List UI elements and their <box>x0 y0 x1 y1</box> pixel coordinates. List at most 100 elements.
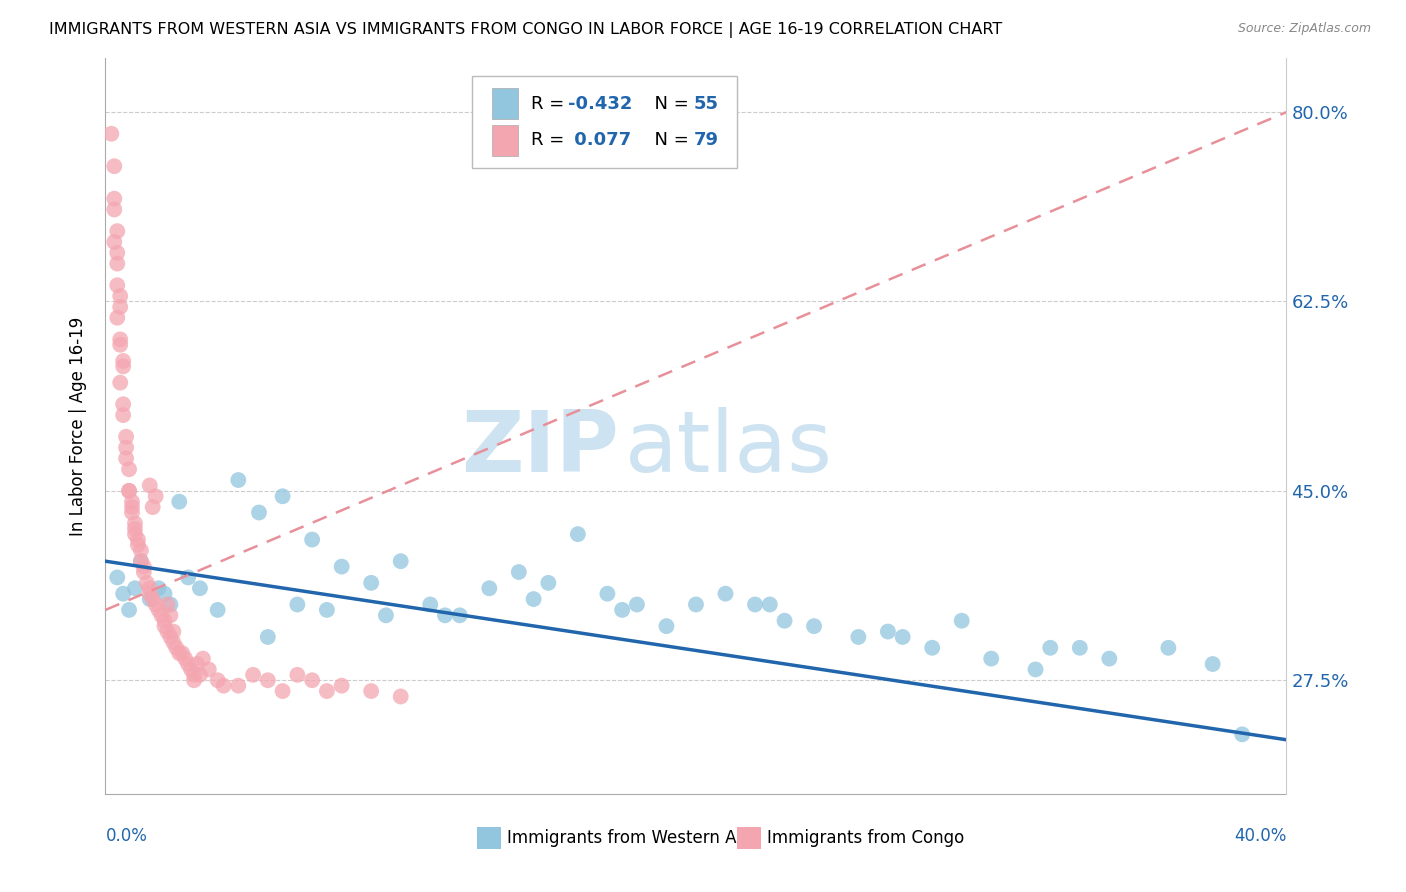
Point <box>145 598 167 612</box>
Point <box>773 614 796 628</box>
Point <box>374 608 398 623</box>
Point <box>110 338 132 352</box>
Point <box>112 587 135 601</box>
Point <box>110 289 132 303</box>
Point <box>165 640 187 655</box>
Point <box>124 522 146 536</box>
Point <box>105 278 128 293</box>
Point <box>846 630 869 644</box>
Point <box>242 668 264 682</box>
Point <box>287 598 309 612</box>
Bar <box>478 827 501 849</box>
Point <box>419 598 441 612</box>
Point <box>1069 640 1091 655</box>
Point <box>389 554 412 568</box>
Bar <box>737 827 761 849</box>
Point <box>271 684 294 698</box>
Point <box>1157 640 1180 655</box>
Point <box>105 310 128 325</box>
Text: N =: N = <box>643 131 695 149</box>
Point <box>228 473 250 487</box>
Point <box>159 598 181 612</box>
Point <box>191 651 214 665</box>
Point <box>172 646 194 660</box>
Point <box>174 651 197 665</box>
Text: R =: R = <box>530 131 569 149</box>
Point <box>478 581 501 595</box>
Point <box>330 679 353 693</box>
Point <box>112 359 135 374</box>
Point <box>567 527 589 541</box>
Point <box>360 684 382 698</box>
Point <box>247 506 270 520</box>
Y-axis label: In Labor Force | Age 16-19: In Labor Force | Age 16-19 <box>69 317 87 535</box>
Point <box>118 483 141 498</box>
Point <box>124 516 146 531</box>
Point <box>177 570 200 584</box>
Text: -0.432: -0.432 <box>568 95 633 112</box>
Point <box>744 598 766 612</box>
Point <box>118 483 141 498</box>
Point <box>315 603 337 617</box>
Point <box>153 619 176 633</box>
Point <box>121 500 143 514</box>
Point <box>129 554 152 568</box>
Point <box>135 575 157 590</box>
Text: 0.0%: 0.0% <box>105 827 148 845</box>
Point <box>156 598 179 612</box>
Point <box>537 575 560 590</box>
Point <box>714 587 737 601</box>
Point <box>169 646 191 660</box>
Point <box>148 581 170 595</box>
Text: 0.077: 0.077 <box>568 131 631 149</box>
Point <box>389 690 412 704</box>
Text: IMMIGRANTS FROM WESTERN ASIA VS IMMIGRANTS FROM CONGO IN LABOR FORCE | AGE 16-19: IMMIGRANTS FROM WESTERN ASIA VS IMMIGRAN… <box>49 22 1002 38</box>
Point <box>228 679 250 693</box>
Point <box>301 533 323 547</box>
Point <box>118 462 141 476</box>
Point <box>115 430 138 444</box>
Point <box>145 489 167 503</box>
Point <box>103 235 125 249</box>
Point <box>115 451 138 466</box>
Point <box>105 245 128 260</box>
Point <box>183 668 205 682</box>
Point <box>162 624 184 639</box>
Point <box>877 624 900 639</box>
Point <box>110 332 132 346</box>
Point <box>127 538 149 552</box>
Point <box>162 635 184 649</box>
Point <box>188 581 211 595</box>
Point <box>523 592 546 607</box>
Point <box>287 668 309 682</box>
Point <box>121 506 143 520</box>
Point <box>110 376 132 390</box>
Point <box>271 489 294 503</box>
Point <box>315 684 337 698</box>
Point <box>508 565 530 579</box>
Bar <box>492 125 517 156</box>
Point <box>612 603 634 617</box>
Point <box>156 624 179 639</box>
Point <box>138 478 162 492</box>
Point <box>153 614 176 628</box>
Point <box>105 224 128 238</box>
Point <box>142 592 165 607</box>
Point <box>142 500 165 514</box>
Point <box>105 257 128 271</box>
Point <box>124 581 146 595</box>
Point <box>177 657 200 671</box>
Text: ZIP: ZIP <box>461 407 619 490</box>
Text: R =: R = <box>530 95 569 112</box>
Point <box>1039 640 1062 655</box>
Point <box>449 608 471 623</box>
Text: 79: 79 <box>693 131 718 149</box>
Point <box>129 554 152 568</box>
Point <box>118 603 141 617</box>
Point <box>433 608 456 623</box>
Point <box>980 651 1002 665</box>
Point <box>183 673 205 688</box>
Point <box>148 603 170 617</box>
Point <box>159 630 181 644</box>
Point <box>100 127 122 141</box>
